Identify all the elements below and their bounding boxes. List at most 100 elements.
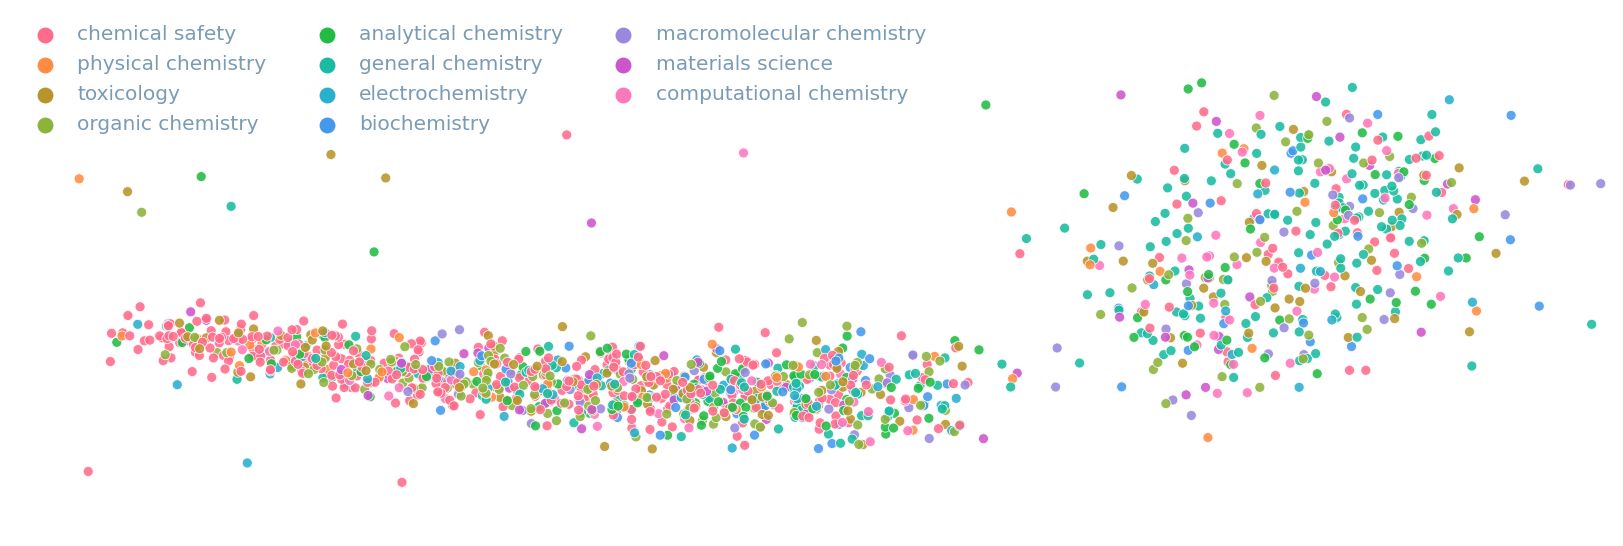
Point (553, 382, 579, 391)
Point (247, 358, 273, 366)
Point (695, 394, 721, 403)
Point (532, 365, 558, 373)
Point (763, 372, 789, 381)
Point (557, 342, 583, 351)
Point (721, 399, 747, 407)
Point (394, 362, 420, 371)
Point (730, 365, 756, 374)
Point (446, 325, 472, 334)
Point (618, 375, 644, 384)
Point (357, 360, 383, 369)
Point (745, 394, 771, 403)
Point (1013, 234, 1039, 243)
Point (841, 371, 867, 380)
Point (760, 398, 786, 407)
Point (1118, 283, 1144, 292)
Point (1326, 199, 1352, 207)
Point (568, 385, 594, 394)
Point (807, 372, 833, 381)
Point (677, 397, 703, 406)
Point (187, 351, 213, 360)
Point (471, 388, 497, 396)
Point (560, 377, 586, 386)
Point (596, 366, 622, 375)
Point (773, 383, 799, 391)
Point (175, 333, 201, 341)
Point (575, 379, 601, 388)
Point (183, 317, 209, 325)
Point (1261, 210, 1287, 219)
Point (193, 334, 219, 342)
Point (1440, 215, 1466, 223)
Point (820, 439, 846, 448)
Point (1277, 149, 1303, 158)
Point (850, 361, 876, 370)
Point (625, 353, 651, 361)
Point (607, 370, 633, 378)
Point (841, 375, 867, 383)
Point (1139, 336, 1165, 345)
Point (1319, 191, 1345, 199)
Point (156, 342, 182, 351)
Point (1347, 287, 1373, 296)
Point (1466, 233, 1492, 241)
Point (506, 355, 532, 364)
Point (1134, 329, 1160, 338)
Point (537, 397, 563, 406)
Point (906, 384, 932, 393)
Point (180, 340, 206, 349)
Point (932, 354, 958, 363)
Point (1378, 288, 1404, 297)
Point (211, 351, 237, 360)
Point (680, 388, 706, 397)
Point (566, 382, 592, 390)
Point (521, 390, 547, 399)
Point (638, 393, 664, 402)
Point (652, 369, 678, 378)
Point (602, 400, 628, 408)
Point (1255, 250, 1281, 259)
Point (805, 401, 831, 410)
Point (755, 376, 781, 385)
Point (502, 383, 527, 391)
Point (605, 386, 631, 395)
Point (487, 393, 513, 402)
Point (1255, 293, 1281, 302)
Point (1220, 373, 1246, 382)
Point (362, 378, 388, 387)
Point (820, 351, 846, 360)
Point (1342, 143, 1368, 151)
Point (1362, 189, 1388, 198)
Point (1295, 331, 1321, 340)
Point (933, 406, 959, 415)
Point (1453, 253, 1479, 262)
Point (1173, 280, 1199, 288)
Point (1370, 195, 1396, 204)
Point (1071, 189, 1097, 198)
Point (342, 332, 368, 341)
Point (440, 401, 466, 410)
Point (1266, 258, 1292, 266)
Point (816, 372, 842, 381)
Point (1318, 282, 1344, 291)
Point (1336, 333, 1362, 342)
Point (248, 352, 274, 360)
Point (636, 378, 662, 387)
Point (1274, 270, 1300, 278)
Point (583, 380, 609, 389)
Point (1388, 172, 1414, 181)
Point (834, 395, 860, 404)
Point (1212, 313, 1238, 322)
Point (367, 365, 393, 374)
Point (430, 367, 456, 376)
Point (1427, 151, 1453, 160)
Point (935, 379, 961, 388)
Point (1193, 383, 1219, 391)
Point (638, 405, 664, 413)
Point (336, 376, 362, 385)
Point (355, 391, 381, 400)
Point (1259, 276, 1285, 285)
Point (883, 375, 909, 384)
Point (1216, 276, 1242, 284)
Point (1297, 337, 1323, 346)
